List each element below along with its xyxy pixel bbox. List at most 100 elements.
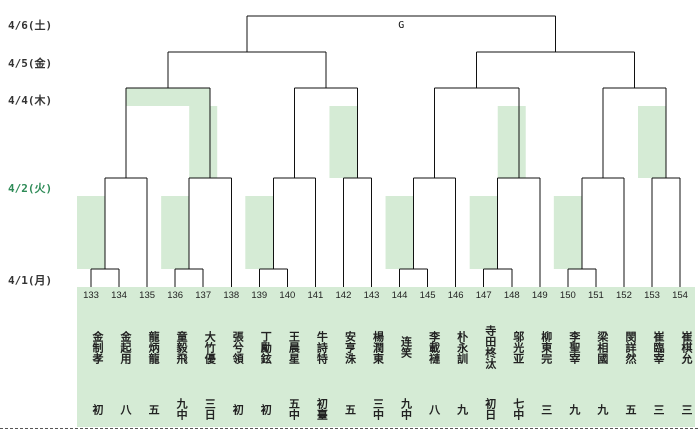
player-number: 137: [195, 290, 212, 301]
player-column: 151 梁相國九: [582, 287, 610, 427]
player-rank: 三中: [371, 398, 385, 420]
player-number: 141: [307, 290, 324, 301]
winner-path-highlight: [469, 196, 498, 269]
player-column: 133 金制孝初: [77, 287, 105, 427]
player-column: 154 崔棋允三: [666, 287, 694, 427]
player-column: 136 童毅飛九中: [161, 287, 189, 427]
player-rank: 初臺: [315, 398, 329, 420]
player-rank: 七中: [511, 398, 525, 420]
player-number: 152: [616, 290, 632, 301]
player-rank: 初: [259, 403, 273, 415]
player-number: 133: [83, 290, 99, 301]
player-name: 王晨星: [287, 330, 301, 364]
winner-path-highlight: [638, 106, 666, 178]
player-name: 龍炳龍: [147, 330, 161, 364]
player-column: 152 閔詳然五: [610, 287, 638, 427]
player-column: 150 李聖宰九: [554, 287, 582, 427]
player-number: 134: [111, 290, 127, 301]
player-number: 142: [335, 290, 352, 301]
player-name: 李聖宰: [567, 330, 581, 364]
player-number: 148: [503, 290, 520, 301]
date-label-round4: 4/4(木): [8, 94, 53, 107]
player-number: 154: [672, 290, 688, 301]
date-label-round5: 4/5(金): [8, 57, 53, 70]
player-name: 梁相國: [595, 330, 609, 364]
player-number: 143: [363, 290, 380, 301]
player-column: 143 楊潤東 三中: [358, 287, 386, 427]
player-rank: 初日: [483, 398, 497, 420]
winner-path-highlight: [385, 196, 414, 269]
player-column: 141 牛詩特初臺: [301, 287, 329, 427]
player-column: 153 崔臨宰三: [638, 287, 666, 427]
player-rank: 九中: [175, 398, 189, 420]
player-name: 崔棋允: [680, 330, 694, 364]
player-name: 閔詳然: [623, 330, 637, 364]
player-column: 139 丁勵鉉初: [245, 287, 273, 427]
player-number: 136: [167, 290, 184, 301]
winner-path-highlight: [245, 196, 274, 269]
player-column: 144 连笑九中: [386, 287, 414, 427]
player-number: 147: [475, 290, 492, 301]
player-rank: 九: [567, 403, 581, 415]
player-name: 大竹優: [203, 330, 217, 364]
date-label-round2: 4/2(火): [8, 182, 53, 195]
player-name: 连笑: [399, 336, 413, 358]
player-number: 144: [391, 290, 408, 301]
player-number: 135: [139, 290, 156, 301]
player-column: 148 邬光亚七中: [498, 287, 526, 427]
player-name: 丁勵鉉: [259, 330, 273, 364]
player-name: 金制孝: [91, 330, 104, 364]
player-name: 童毅飛: [175, 330, 189, 364]
player-rank: 初: [91, 403, 104, 415]
player-rank: 九: [595, 403, 609, 415]
player-name: 安亨洙: [343, 330, 357, 364]
date-label-round6: 4/6(土): [8, 19, 53, 32]
player-name: 李載褳: [427, 330, 441, 364]
player-name: 張兮領: [231, 330, 245, 364]
player-rank: 三: [680, 403, 694, 415]
player-name: 邬光亚: [511, 330, 525, 364]
player-number: 153: [644, 290, 660, 301]
player-column: 147 寺田柊汰 初日: [470, 287, 498, 427]
player-name: 柳東完: [539, 330, 553, 364]
player-rank: 五中: [287, 398, 301, 420]
winner-path-highlight: [189, 106, 218, 178]
player-rank: 三日: [203, 398, 217, 420]
winner-path-highlight: [553, 196, 582, 269]
player-rank: 八: [119, 403, 133, 415]
player-number: 140: [279, 290, 296, 301]
player-number: 146: [447, 290, 464, 301]
player-rank: 三: [652, 403, 665, 415]
player-column: 135 龍炳龍五: [133, 287, 161, 427]
player-number: 150: [559, 290, 576, 301]
player-rank: 五: [343, 403, 357, 415]
winner-path-highlight: [329, 106, 358, 178]
player-rank: 五: [623, 403, 637, 415]
player-number: 145: [419, 290, 436, 301]
player-number: 151: [587, 290, 604, 301]
player-rank: 九: [455, 403, 469, 415]
player-column: 140 王晨星五中: [273, 287, 301, 427]
player-rank: 五: [147, 403, 161, 415]
player-column: 137 大竹優三日: [189, 287, 217, 427]
player-name: 牛詩特: [315, 330, 329, 364]
winner-path-highlight: [161, 196, 190, 269]
date-label-round1: 4/1(月): [8, 274, 53, 287]
player-number: 149: [531, 290, 548, 301]
winner-path-highlight: [497, 106, 526, 178]
player-name: 崔臨宰: [652, 330, 665, 364]
player-column: 138 張兮領初: [217, 287, 245, 427]
player-column: 149 柳東完三: [526, 287, 554, 427]
player-rank: 三: [539, 403, 553, 415]
player-name: 朴永訓: [455, 330, 469, 364]
baseline-divider: [0, 428, 698, 429]
player-number: 138: [223, 290, 240, 301]
winner-path-highlight: [126, 88, 211, 106]
player-table: 133 金制孝初 134 金起用八 135 龍炳龍五 136 童毅飛 九中 137 大竹優 三日 138…: [77, 287, 695, 427]
player-rank: 九中: [399, 398, 413, 420]
player-number: 139: [251, 290, 268, 301]
player-column: 146 朴永訓九: [442, 287, 470, 427]
final-label: G: [398, 20, 404, 31]
player-column: 145 李載褳八: [414, 287, 442, 427]
